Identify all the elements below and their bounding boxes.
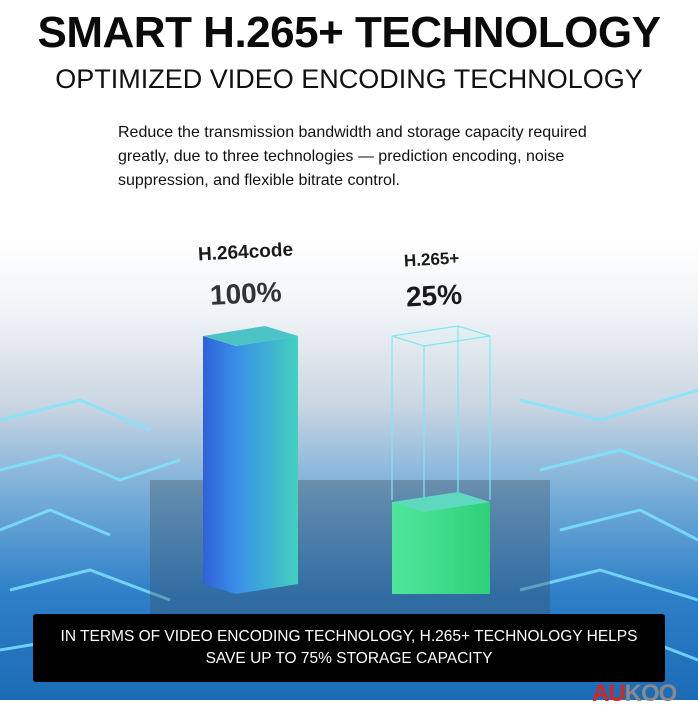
- banner-line-1: IN TERMS OF VIDEO ENCODING TECHNOLOGY, H…: [60, 628, 638, 645]
- description: Reduce the transmission bandwidth and st…: [118, 124, 587, 189]
- page-subtitle: OPTIMIZED VIDEO ENCODING TECHNOLOGY: [55, 64, 643, 94]
- page-title: SMART H.265+ TECHNOLOGY: [37, 8, 661, 57]
- bar-h265-top-face: [392, 492, 490, 512]
- summary-banner: IN TERMS OF VIDEO ENCODING TECHNOLOGY, H…: [33, 614, 665, 682]
- bar-h265: [391, 325, 491, 594]
- bar-h264: [203, 326, 298, 594]
- logo-text-grey: KOO: [624, 680, 678, 707]
- bar-h264-top-face: [203, 326, 298, 346]
- bar-h264-left-face: [203, 336, 236, 594]
- logo-text-red: AU: [592, 680, 626, 707]
- banner-line-2: SAVE UP TO 75% STORAGE CAPACITY: [205, 650, 493, 667]
- brand-logo: AUKOO: [592, 680, 678, 708]
- bar-h264-right-face: [236, 336, 298, 594]
- bar-h265-front-face: [392, 502, 490, 594]
